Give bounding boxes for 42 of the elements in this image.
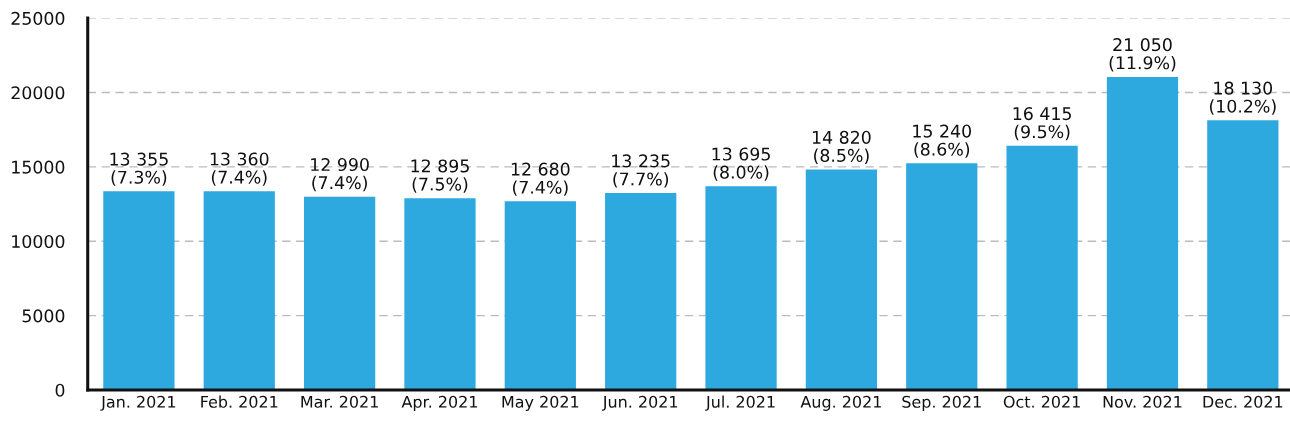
y-tick-label: 25000	[11, 11, 65, 25]
data-label: 15 240 (8.6%)	[913, 124, 971, 158]
bar	[103, 191, 175, 390]
data-label: 16 415 (9.5%)	[1013, 107, 1071, 141]
x-tick-label: Mar. 2021	[301, 395, 378, 408]
x-tick-label: Sep. 2021	[902, 395, 981, 411]
y-tick-label: 10000	[12, 234, 65, 249]
x-tick-label: Dec. 2021	[1203, 395, 1283, 408]
bar	[303, 196, 376, 390]
x-tick-label: Feb. 2021	[201, 395, 278, 408]
bar	[1006, 145, 1078, 390]
bar	[404, 198, 476, 390]
bar	[805, 169, 878, 390]
y-tick-label: 15000	[12, 160, 65, 174]
bar	[605, 193, 677, 390]
x-tick-label: Apr. 2021	[401, 395, 477, 411]
data-label: 12 680 (7.4%)	[511, 162, 570, 196]
x-tick-label: Jul. 2021	[705, 395, 775, 411]
data-label: 13 235 (7.7%)	[612, 154, 670, 188]
bar	[705, 186, 777, 390]
y-tick-label: 20000	[11, 86, 65, 100]
x-tick-label: Nov. 2021	[1103, 395, 1182, 408]
data-label: 13 355 (7.3%)	[110, 152, 168, 186]
bar	[504, 201, 576, 390]
x-tick-label: Jun. 2021	[601, 395, 678, 411]
bar	[203, 191, 275, 390]
bar	[1106, 76, 1179, 390]
y-tick-label: 5000	[22, 309, 65, 323]
data-label: 13 360 (7.4%)	[210, 152, 269, 186]
y-tick-label: 0	[55, 383, 65, 397]
data-label: 12 895 (7.5%)	[411, 159, 469, 193]
data-label: 18 130 (10.2%)	[1209, 81, 1276, 115]
data-label: 13 695 (8.0%)	[712, 147, 770, 181]
data-label: 21 050 (11.9%)	[1109, 38, 1176, 72]
x-tick-label: May 2021	[502, 395, 579, 411]
x-tick-label: Oct. 2021	[1003, 395, 1080, 408]
x-tick-label: Jan. 2021	[100, 395, 176, 411]
data-label: 14 820 (8.5%)	[812, 130, 871, 165]
x-tick-label: Aug. 2021	[800, 395, 881, 411]
bar	[906, 163, 978, 390]
bar	[1207, 120, 1279, 390]
data-label: 12 990 (7.4%)	[311, 157, 369, 192]
